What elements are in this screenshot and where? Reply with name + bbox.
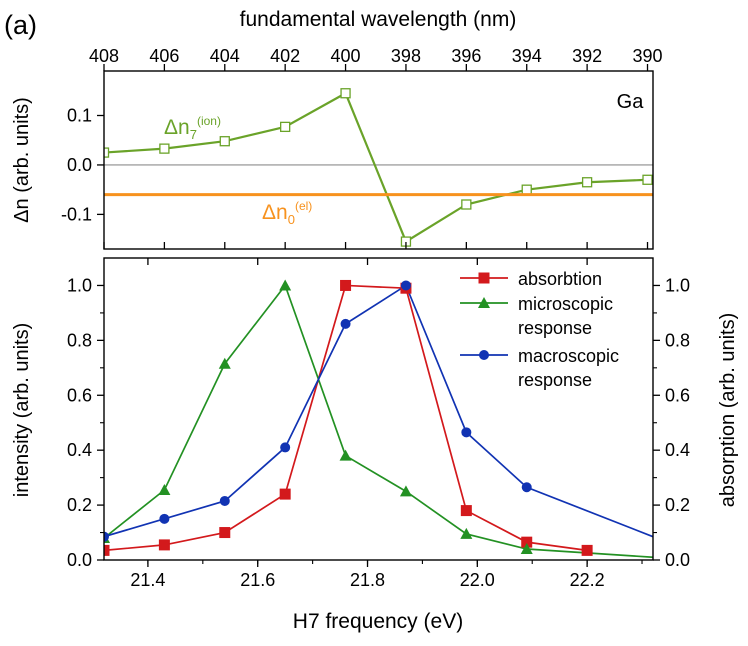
- point-macroscopic-response: [280, 442, 291, 453]
- x-tick-label: 22.0: [460, 570, 495, 590]
- point-microscopic-response: [158, 483, 171, 495]
- top-x-tick-label: 398: [391, 46, 421, 66]
- x-tick-label: 22.2: [570, 570, 605, 590]
- x-tick-label: 21.4: [130, 570, 165, 590]
- legend-label-microscopic-response: microscopic: [518, 294, 613, 314]
- top-x-tick-label: 394: [512, 46, 542, 66]
- point-dn7-ion: [461, 199, 472, 210]
- series-line-dn7-ion: [104, 91, 648, 244]
- legend-label-macroscopic-response: response: [518, 370, 592, 390]
- element-label: Ga: [617, 91, 645, 113]
- panel-label: (a): [4, 10, 37, 40]
- top-x-tick-label: 392: [572, 46, 602, 66]
- point-absorbtion: [104, 544, 110, 556]
- x-tick-label: 21.8: [350, 570, 385, 590]
- y-tick-label-right: 0.4: [665, 440, 690, 460]
- point-microscopic-response: [520, 543, 533, 555]
- point-absorbtion: [279, 488, 291, 500]
- point-macroscopic-response: [521, 482, 532, 493]
- point-dn7-ion: [219, 136, 230, 147]
- legend-marker-microscopic-response: [478, 297, 490, 308]
- legend-label-absorbtion: absorbtion: [518, 269, 602, 289]
- y-tick-label-right: 0.2: [665, 495, 690, 515]
- point-absorbtion: [219, 527, 231, 539]
- point-dn7-ion: [581, 177, 593, 188]
- point-macroscopic-response: [461, 427, 472, 438]
- point-absorbtion: [581, 544, 593, 556]
- point-microscopic-response: [399, 485, 412, 497]
- label-dn7-ion: Δn7(ion): [164, 114, 221, 142]
- point-macroscopic-response: [104, 531, 109, 542]
- y-tick-label-right: 0.6: [665, 385, 690, 405]
- point-absorbtion: [460, 505, 472, 517]
- top-plot-frame: [103, 70, 654, 250]
- top-y-axis-title: Δn (arb. units): [11, 97, 33, 223]
- legend-marker-absorbtion: [478, 272, 490, 284]
- point-dn7-ion: [280, 121, 291, 133]
- top-x-tick-label: 408: [89, 46, 119, 66]
- point-microscopic-response: [218, 357, 231, 369]
- legend-label-microscopic-response: response: [518, 318, 592, 338]
- point-dn7-ion: [159, 143, 170, 154]
- top-x-tick-label: 404: [210, 46, 240, 66]
- y-tick-label-right: 0.0: [665, 550, 690, 570]
- top-x-tick-label: 390: [632, 46, 662, 66]
- top-x-tick-label: 400: [331, 46, 361, 66]
- y-tick-label-left: 1.0: [67, 275, 92, 295]
- y-tick-label-left: 0.0: [67, 550, 92, 570]
- top-y-tick-label: 0.0: [67, 155, 92, 175]
- point-microscopic-response: [339, 449, 352, 461]
- top-y-tick-label: -0.1: [61, 204, 92, 224]
- point-microscopic-response: [460, 527, 473, 539]
- legend-marker-macroscopic-response: [479, 350, 489, 360]
- top-y-tick-label: 0.1: [67, 106, 92, 126]
- x-axis-title: H7 frequency (eV): [293, 610, 463, 633]
- point-microscopic-response: [279, 279, 292, 291]
- bottom-y-axis-title: intensity (arb. units): [11, 323, 33, 498]
- point-dn7-ion: [521, 184, 532, 195]
- y-tick-label-right: 1.0: [665, 275, 690, 295]
- top-axis-title: fundamental wavelength (nm): [240, 8, 517, 31]
- legend-label-macroscopic-response: macroscopic: [518, 346, 619, 366]
- y-tick-label-left: 0.8: [67, 330, 92, 350]
- top-x-tick-label: 402: [270, 46, 300, 66]
- y-tick-label-left: 0.6: [67, 385, 92, 405]
- y-tick-label-left: 0.4: [67, 440, 92, 460]
- point-absorbtion: [158, 539, 170, 551]
- right-y-axis-title: absorption (arb. units): [717, 313, 739, 508]
- y-tick-label-right: 0.8: [665, 330, 690, 350]
- point-macroscopic-response: [159, 513, 170, 524]
- top-x-tick-label: 406: [149, 46, 179, 66]
- label-dn0-el: Δn0(el): [262, 199, 312, 227]
- point-macroscopic-response: [219, 495, 230, 506]
- point-dn7-ion: [642, 174, 653, 185]
- point-dn7-ion: [340, 88, 351, 99]
- point-absorbtion: [340, 279, 352, 291]
- x-tick-label: 21.6: [240, 570, 275, 590]
- point-dn7-ion: [104, 147, 110, 158]
- point-macroscopic-response: [400, 280, 411, 291]
- top-x-tick-label: 396: [451, 46, 481, 66]
- bottom-plot-frame: [103, 257, 654, 561]
- point-macroscopic-response: [340, 318, 351, 329]
- y-tick-label-left: 0.2: [67, 495, 92, 515]
